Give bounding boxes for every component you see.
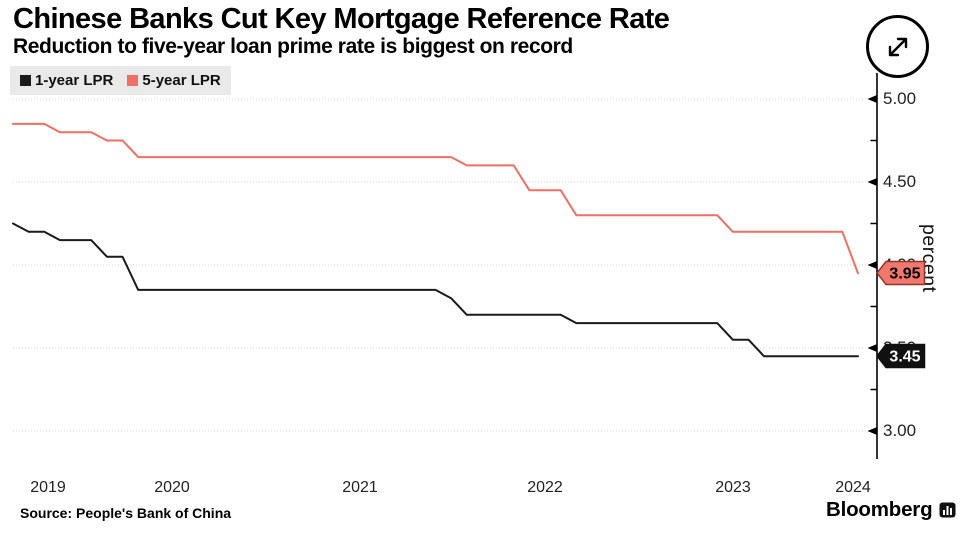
- last-value-tag-5-year-lpr: 3.95: [876, 260, 926, 286]
- legend: 1-year LPR 5-year LPR: [10, 66, 231, 95]
- legend-swatch-red: [127, 75, 139, 86]
- x-axis-label: 2019: [30, 479, 66, 496]
- expand-arrows-icon: [888, 37, 907, 56]
- legend-swatch-black: [20, 75, 31, 86]
- y-axis-label: 5.00: [883, 89, 917, 108]
- x-axis-label: 2021: [342, 479, 378, 496]
- bloomberg-wordmark: Bloomberg: [826, 498, 933, 521]
- page-title: Chinese Banks Cut Key Mortgage Reference…: [13, 3, 670, 35]
- x-axis-label: 2024: [835, 479, 871, 496]
- source-note: Source: People's Bank of China: [20, 505, 232, 521]
- bloomberg-logo: Bloomberg: [826, 498, 956, 522]
- x-axis-label: 2023: [715, 479, 751, 496]
- legend-item-1-year-lpr: 1-year LPR: [20, 72, 113, 89]
- legend-item-5-year-lpr: 5-year LPR: [127, 72, 221, 89]
- legend-label: 1-year LPR: [35, 72, 114, 89]
- expand-button[interactable]: [866, 15, 929, 78]
- y-axis-label: 3.00: [883, 421, 917, 440]
- legend-label: 5-year LPR: [142, 72, 221, 89]
- bloomberg-terminal-icon: [939, 502, 956, 518]
- last-value-tag-1-year-lpr: 3.45: [876, 343, 926, 369]
- y-axis-label: 4.50: [883, 172, 917, 191]
- svg-text:3.95: 3.95: [889, 266, 920, 283]
- x-axis-label: 2022: [527, 479, 563, 496]
- svg-text:3.45: 3.45: [889, 349, 920, 366]
- page-subtitle: Reduction to five-year loan prime rate i…: [13, 35, 573, 58]
- x-axis-label: 2020: [154, 479, 190, 496]
